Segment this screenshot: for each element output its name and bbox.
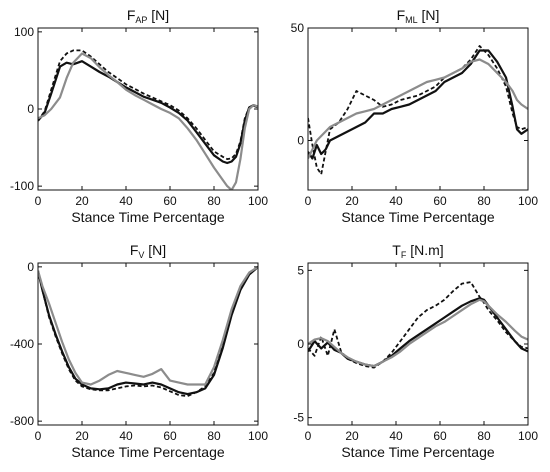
x-tick-label: 60 — [433, 429, 447, 443]
chart-title-unit: [N] — [418, 7, 440, 23]
chart-title: FML [N] — [397, 7, 440, 25]
y-tick-label: 0 — [297, 337, 304, 351]
x-tick-label: 40 — [119, 429, 133, 443]
y-tick-label: 5 — [297, 263, 304, 277]
x-axis-label: Stance Time Percentage — [71, 444, 225, 460]
series-line-0 — [308, 297, 528, 368]
chart-title-main: T — [392, 242, 401, 258]
chart-title: TF [N.m] — [392, 242, 443, 260]
axes-frame — [37, 262, 259, 426]
y-tick-label: -400 — [10, 337, 34, 351]
chart-title-subscript: F — [401, 250, 407, 260]
x-tick-label: 60 — [433, 194, 447, 208]
y-tick-label: 0 — [27, 260, 34, 274]
x-tick-label: 100 — [518, 194, 538, 208]
x-tick-label: 40 — [389, 194, 403, 208]
x-tick-label: 0 — [35, 429, 42, 443]
series-line-0 — [308, 49, 528, 160]
x-tick-label: 20 — [345, 194, 359, 208]
x-axis-label: Stance Time Percentage — [341, 209, 495, 225]
chart-title-main: F — [397, 7, 406, 23]
x-tick-label: 100 — [248, 429, 268, 443]
y-tick-label: 0 — [297, 134, 304, 148]
chart-title-main: F — [127, 7, 136, 23]
chart-panel-2: 0 20 40 60 80 100 0 -400 -800 Stance Time Percent… — [10, 242, 268, 460]
chart-panel-1: 0 20 40 60 80 100 50 0 Stance Time Percentage FML… — [291, 7, 539, 225]
x-axis-label: Stance Time Percentage — [341, 444, 495, 460]
chart-title-unit: [N] — [147, 7, 169, 23]
series-line-1 — [38, 49, 258, 161]
y-tick-label: 50 — [291, 21, 305, 35]
x-tick-label: 20 — [75, 194, 89, 208]
x-tick-label: 100 — [518, 429, 538, 443]
series-line-1 — [308, 281, 528, 369]
x-tick-label: 80 — [207, 429, 221, 443]
axes-frame — [307, 27, 529, 191]
series-line-2 — [308, 298, 528, 368]
chart-title: FAP [N] — [127, 7, 169, 25]
chart-title-subscript: V — [138, 250, 144, 260]
series-line-1 — [38, 266, 258, 398]
series-line-2 — [38, 265, 258, 386]
y-tick-label: -100 — [10, 179, 34, 193]
series-line-2 — [38, 52, 258, 190]
y-tick-label: 100 — [14, 25, 34, 39]
x-tick-label: 80 — [477, 194, 491, 208]
x-tick-label: 80 — [477, 429, 491, 443]
x-tick-label: 40 — [389, 429, 403, 443]
x-tick-label: 0 — [305, 194, 312, 208]
x-tick-label: 20 — [75, 429, 89, 443]
y-tick-label: -5 — [293, 411, 304, 425]
chart-title-subscript: ML — [405, 15, 418, 25]
x-tick-label: 40 — [119, 194, 133, 208]
chart-title-unit: [N] — [144, 242, 166, 258]
x-tick-label: 0 — [35, 194, 42, 208]
series-line-0 — [38, 60, 258, 165]
x-tick-label: 0 — [305, 429, 312, 443]
chart-title-subscript: AP — [135, 15, 147, 25]
x-tick-label: 100 — [248, 194, 268, 208]
x-axis-label: Stance Time Percentage — [71, 209, 225, 225]
chart-title-unit: [N.m] — [406, 242, 443, 258]
axes-frame — [307, 262, 529, 426]
y-tick-label: 0 — [27, 102, 34, 116]
x-tick-label: 60 — [163, 429, 177, 443]
y-tick-label: -800 — [10, 414, 34, 428]
chart-title-main: F — [130, 242, 139, 258]
x-tick-label: 80 — [207, 194, 221, 208]
x-tick-label: 60 — [163, 194, 177, 208]
series-line-2 — [308, 58, 528, 159]
chart-title: FV [N] — [130, 242, 166, 260]
x-tick-label: 20 — [345, 429, 359, 443]
series-line-1 — [308, 45, 528, 176]
